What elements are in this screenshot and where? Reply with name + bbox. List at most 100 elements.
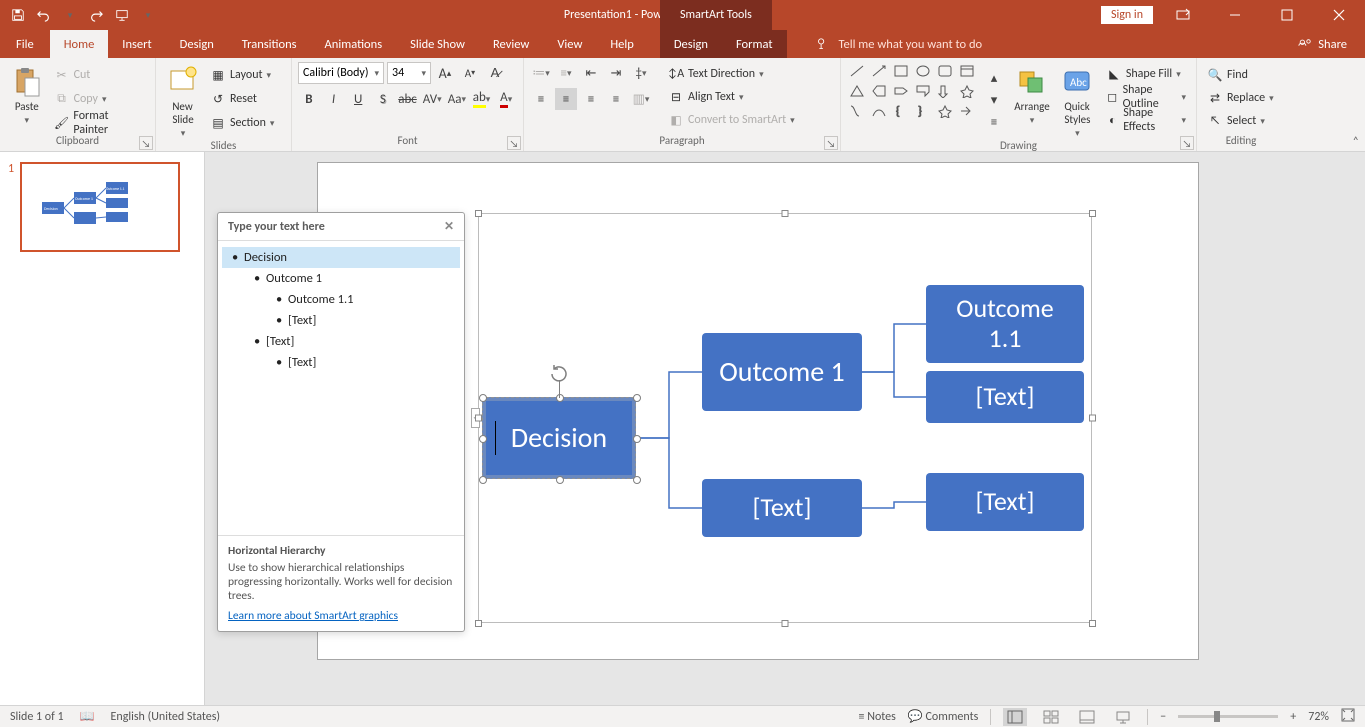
undo-dropdown-icon[interactable]: ▾	[58, 3, 82, 27]
align-text-button[interactable]: ⊟Align Text▾	[664, 86, 799, 108]
section-button[interactable]: ▤Section▾	[206, 112, 278, 134]
shrink-font-icon[interactable]: A▾	[459, 62, 481, 84]
change-case-icon[interactable]: Aa▾	[446, 88, 468, 110]
tab-review[interactable]: Review	[479, 30, 543, 58]
gallery-down-icon[interactable]: ▾	[983, 90, 1005, 112]
tab-smartart-format[interactable]: Format	[722, 30, 787, 58]
zoom-slider[interactable]	[1178, 715, 1278, 718]
paste-button[interactable]: Paste▾	[6, 62, 48, 134]
clipboard-launcher-icon[interactable]: ↘	[139, 136, 153, 150]
italic-button[interactable]: I	[323, 88, 345, 110]
arrange-button[interactable]: Arrange▾	[1011, 62, 1053, 139]
close-button[interactable]	[1317, 0, 1361, 30]
dec-indent-icon[interactable]: ⇤	[580, 62, 602, 84]
text-pane-item[interactable]: [Text]	[222, 331, 460, 352]
zoom-in-button[interactable]: +	[1290, 710, 1296, 724]
align-left-icon[interactable]: ≡	[530, 88, 552, 110]
tab-insert[interactable]: Insert	[108, 30, 165, 58]
format-painter-button[interactable]: 🖌Format Painter	[50, 112, 149, 134]
shapes-gallery[interactable]: { }	[847, 62, 977, 139]
notes-button[interactable]: ≡ Notes	[859, 710, 896, 724]
layout-button[interactable]: ▦Layout▾	[206, 64, 278, 86]
underline-button[interactable]: U	[347, 88, 369, 110]
shape-fill-button[interactable]: ◣Shape Fill▾	[1102, 63, 1190, 85]
sign-in-button[interactable]: Sign in	[1101, 6, 1153, 24]
text-pane-item[interactable]: [Text]	[222, 310, 460, 331]
numbering-icon[interactable]: ≡▾	[555, 62, 577, 84]
tab-slideshow[interactable]: Slide Show	[396, 30, 479, 58]
text-pane-close-icon[interactable]: ✕	[444, 219, 454, 234]
cut-button[interactable]: ✂Cut	[50, 64, 149, 86]
inc-indent-icon[interactable]: ⇥	[605, 62, 627, 84]
char-spacing-icon[interactable]: AV▾	[421, 88, 443, 110]
font-size-select[interactable]: 34▾	[387, 62, 431, 84]
zoom-value[interactable]: 72%	[1308, 710, 1329, 724]
font-launcher-icon[interactable]: ↘	[507, 136, 521, 150]
tab-help[interactable]: Help	[596, 30, 647, 58]
shadow-button[interactable]: S	[372, 88, 394, 110]
text-pane-item[interactable]: Outcome 1	[222, 268, 460, 289]
paragraph-launcher-icon[interactable]: ↘	[824, 136, 838, 150]
minimize-button[interactable]	[1213, 0, 1257, 30]
fit-to-window-icon[interactable]	[1341, 708, 1355, 726]
text-pane-item[interactable]: Decision	[222, 247, 460, 268]
text-direction-button[interactable]: ↕AText Direction▾	[664, 63, 799, 85]
ribbon-display-icon[interactable]	[1161, 0, 1205, 30]
save-icon[interactable]	[6, 3, 30, 27]
maximize-button[interactable]	[1265, 0, 1309, 30]
bold-button[interactable]: B	[298, 88, 320, 110]
smartart-node-o11[interactable]: Outcome 1.1	[926, 285, 1084, 363]
smartart-node-root[interactable]: Decision	[482, 397, 636, 479]
strike-button[interactable]: abc	[397, 88, 419, 110]
tab-design[interactable]: Design	[166, 30, 228, 58]
view-slideshow-icon[interactable]	[1111, 708, 1135, 726]
tab-home[interactable]: Home	[50, 30, 109, 58]
tab-transitions[interactable]: Transitions	[228, 30, 311, 58]
smartart-node-t12[interactable]: [Text]	[926, 371, 1084, 423]
smartart-node-t21[interactable]: [Text]	[926, 473, 1084, 531]
share-button[interactable]: Share	[1298, 30, 1365, 58]
rotate-handle-icon[interactable]	[548, 360, 570, 382]
font-name-select[interactable]: Calibri (Body)▾	[298, 62, 384, 84]
qat-customize-icon[interactable]: ▾	[136, 3, 160, 27]
tab-smartart-design[interactable]: Design	[660, 30, 722, 58]
tab-animations[interactable]: Animations	[311, 30, 397, 58]
text-pane-body[interactable]: DecisionOutcome 1Outcome 1.1[Text][Text]…	[218, 241, 464, 535]
gallery-up-icon[interactable]: ▴	[983, 68, 1005, 90]
drawing-launcher-icon[interactable]: ↘	[1180, 136, 1194, 150]
view-reading-icon[interactable]	[1075, 708, 1099, 726]
text-pane-item[interactable]: Outcome 1.1	[222, 289, 460, 310]
redo-icon[interactable]	[84, 3, 108, 27]
text-pane-item[interactable]: [Text]	[222, 352, 460, 373]
justify-icon[interactable]: ≡	[605, 88, 627, 110]
quick-styles-button[interactable]: Abc Quick Styles▾	[1059, 62, 1096, 139]
undo-icon[interactable]	[32, 3, 56, 27]
font-color-icon[interactable]: A▾	[495, 88, 517, 110]
tell-me-search[interactable]: Tell me what you want to do	[815, 30, 983, 58]
slide-thumbnail-1[interactable]: DecisionOutcome 1Outcome 1.1	[20, 162, 180, 252]
language-indicator[interactable]: English (United States)	[111, 710, 221, 724]
tab-view[interactable]: View	[543, 30, 596, 58]
new-slide-button[interactable]: New Slide▾	[162, 62, 204, 139]
align-right-icon[interactable]: ≡	[580, 88, 602, 110]
convert-smartart-button[interactable]: ◧Convert to SmartArt▾	[664, 109, 799, 131]
line-spacing-icon[interactable]: ‡▾	[630, 62, 652, 84]
zoom-out-button[interactable]: −	[1160, 710, 1166, 724]
smartart-node-o1[interactable]: Outcome 1	[702, 333, 862, 411]
tab-file[interactable]: File	[0, 30, 50, 58]
grow-font-icon[interactable]: A▴	[434, 62, 456, 84]
align-center-icon[interactable]: ≡	[555, 88, 577, 110]
comments-button[interactable]: 💬 Comments	[908, 709, 978, 724]
reset-button[interactable]: ↺Reset	[206, 88, 278, 110]
clear-format-icon[interactable]: A̷	[484, 62, 506, 84]
find-button[interactable]: 🔍Find	[1203, 64, 1279, 86]
view-normal-icon[interactable]	[1003, 708, 1027, 726]
columns-icon[interactable]: ▥▾	[630, 88, 652, 110]
select-button[interactable]: ↖Select▾	[1203, 110, 1279, 132]
shape-outline-button[interactable]: ◻Shape Outline▾	[1102, 86, 1190, 108]
smartart-node-t2[interactable]: [Text]	[702, 479, 862, 537]
gallery-more-icon[interactable]: ≡	[983, 112, 1005, 134]
collapse-ribbon-icon[interactable]: ˄	[1353, 135, 1359, 149]
bullets-icon[interactable]: ≔▾	[530, 62, 552, 84]
learn-more-link[interactable]: Learn more about SmartArt graphics	[228, 609, 398, 623]
